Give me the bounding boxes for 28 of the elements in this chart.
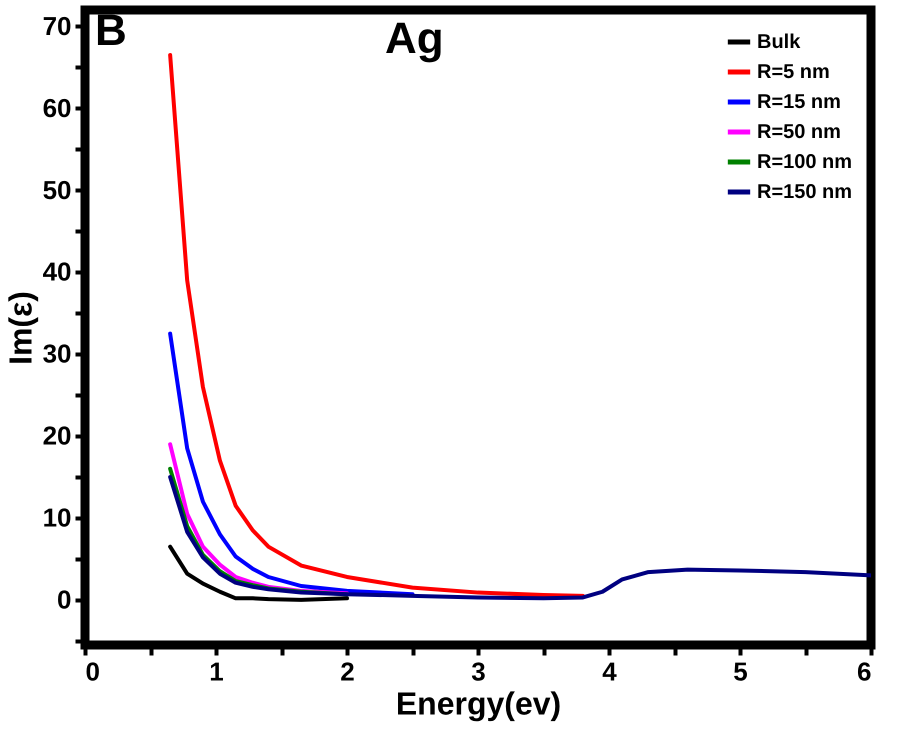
legend-label: R=15 nm xyxy=(757,91,841,113)
x-tick-label: 1 xyxy=(209,656,224,686)
line-series xyxy=(168,544,349,602)
y-tick-label: 20 xyxy=(42,420,72,451)
annotation: Ag xyxy=(385,14,444,63)
y-tick-label: 70 xyxy=(42,10,72,41)
y-tick-label: 40 xyxy=(42,256,72,287)
y-tick-label: 30 xyxy=(42,338,72,369)
legend-label: R=150 nm xyxy=(757,181,852,203)
y-tick-label: 10 xyxy=(42,502,72,532)
x-tick-label: 2 xyxy=(340,656,355,686)
legend-label: Bulk xyxy=(757,31,802,53)
x-tick-label: 4 xyxy=(602,656,618,686)
y-tick-label: 60 xyxy=(42,92,72,123)
annotation: B xyxy=(95,6,127,55)
y-axis-title: Im(ε) xyxy=(2,291,39,365)
x-tick-label: 0 xyxy=(86,656,100,686)
x-axis-title: Energy(ev) xyxy=(396,686,562,722)
line-series xyxy=(168,475,871,600)
legend-label: R=5 nm xyxy=(757,61,830,83)
line-series xyxy=(168,332,414,596)
y-tick-label: 0 xyxy=(57,584,72,614)
legend-label: R=100 nm xyxy=(757,151,852,173)
y-tick-label: 50 xyxy=(42,174,72,205)
x-tick-label: 3 xyxy=(471,656,486,686)
x-tick-label: 5 xyxy=(733,656,748,686)
x-tick-label: 6 xyxy=(857,656,872,686)
legend-label: R=50 nm xyxy=(757,121,841,143)
